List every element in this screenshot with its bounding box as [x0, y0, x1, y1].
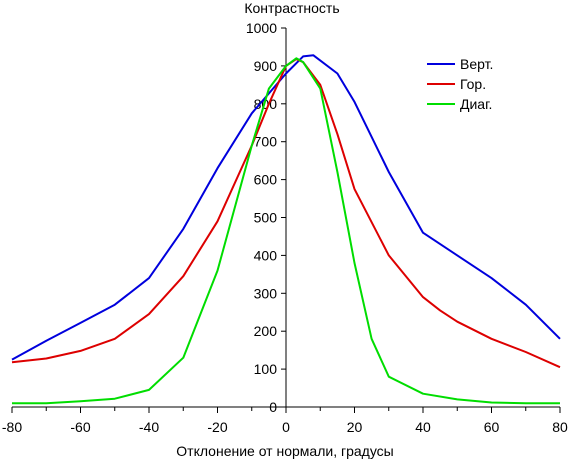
y-tick-label: 600: [254, 172, 278, 188]
legend-label-2: Диаг.: [460, 96, 492, 112]
y-tick-label: 500: [254, 210, 278, 226]
y-tick-label: 400: [254, 247, 278, 263]
x-tick-label: 60: [484, 419, 500, 435]
x-tick-label: -60: [70, 419, 90, 435]
series-line-0: [11, 54, 561, 361]
legend-label-1: Гор.: [460, 76, 486, 92]
y-tick-label: 200: [254, 323, 278, 339]
x-tick-label: 80: [552, 419, 568, 435]
plot-area: -80 -60 -40 -20 0 20 40 60 80 0 100 200 300 400 500 600…: [2, 20, 568, 435]
y-tick-label: 700: [254, 134, 278, 150]
x-tick-label: -40: [139, 419, 159, 435]
x-tick-label: -20: [207, 419, 227, 435]
legend-label-0: Верт.: [460, 56, 493, 72]
y-tick-label: 300: [254, 285, 278, 301]
y-tick-label: 100: [254, 361, 278, 377]
x-tick-label: 0: [282, 419, 290, 435]
y-axis-title: Контрастность: [244, 0, 339, 16]
x-axis-title: Отклонение от нормали, градусы: [176, 443, 393, 459]
x-tick-label: -80: [2, 419, 22, 435]
y-tick-label: 1000: [246, 20, 277, 36]
series-line-2: [12, 57, 560, 405]
x-tick-label: 40: [415, 419, 431, 435]
y-tick-label: 0: [269, 399, 277, 415]
x-tick-label: 20: [347, 419, 363, 435]
y-tick-label: 900: [254, 58, 278, 74]
